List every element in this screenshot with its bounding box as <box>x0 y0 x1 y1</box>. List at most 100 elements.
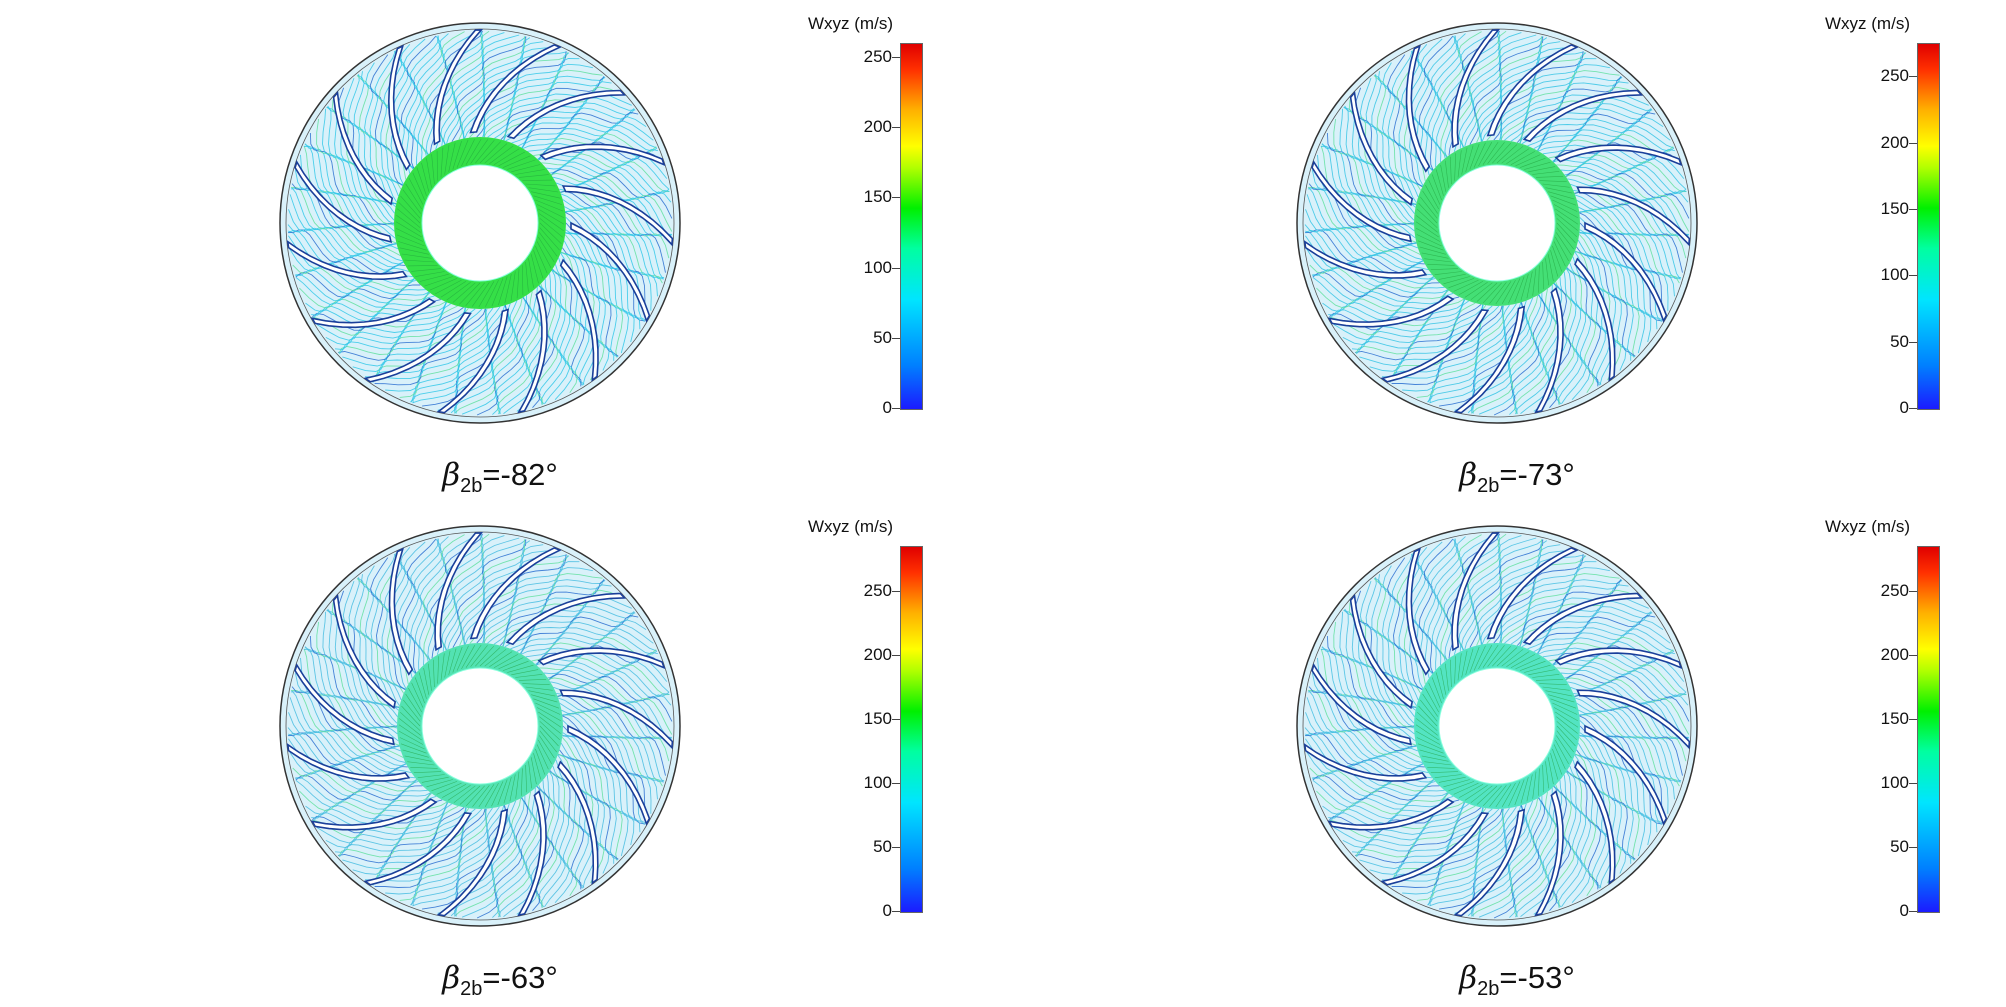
streamline <box>1533 785 1568 915</box>
streamline <box>1365 74 1417 203</box>
streamline <box>1493 797 1545 919</box>
streamline <box>1510 75 1622 142</box>
streamline <box>522 125 657 149</box>
streamline <box>558 753 605 884</box>
inlet-streamline <box>1550 698 1577 709</box>
inlet-streamline <box>1514 779 1525 806</box>
streamline <box>289 697 407 767</box>
streamline <box>483 561 580 644</box>
streamline <box>1574 697 1681 783</box>
impeller-blade <box>1584 724 1668 826</box>
inlet-streamline <box>533 753 542 780</box>
streamline <box>348 577 400 706</box>
inlet-streamline <box>1532 171 1560 175</box>
inlet-streamline <box>535 199 564 212</box>
inlet-streamline <box>528 690 556 697</box>
inlet-streamline <box>1416 234 1442 247</box>
colorbar-tick-mark <box>892 408 900 409</box>
streamline <box>522 116 647 149</box>
inlet-streamline <box>516 268 520 299</box>
streamline <box>1578 234 1640 358</box>
inlet-streamline <box>461 139 475 167</box>
streamline <box>1355 304 1482 361</box>
impeller-blade <box>310 297 437 329</box>
colorbar-tick-label: 50 <box>873 327 892 347</box>
impeller-blade <box>310 798 438 831</box>
blades <box>286 532 674 917</box>
inlet-streamline <box>1419 749 1446 758</box>
streamline <box>1565 669 1689 706</box>
impeller-blade <box>1534 286 1564 414</box>
streamline <box>1458 32 1522 148</box>
inlet-streamline <box>1501 146 1524 164</box>
streamline <box>1538 125 1674 152</box>
inlet-streamline <box>1535 679 1564 681</box>
streamline <box>287 224 404 271</box>
streamline <box>1387 54 1423 188</box>
impeller-blade <box>1576 689 1691 750</box>
inlet-streamline <box>539 716 561 734</box>
inlet-streamline <box>1431 174 1442 201</box>
inlet-streamline <box>1482 644 1499 668</box>
inlet-streamline <box>452 282 476 303</box>
inlet-streamline <box>493 654 518 668</box>
streamline <box>1308 186 1423 260</box>
streamline <box>289 751 418 790</box>
inlet-streamline <box>1434 271 1462 275</box>
inlet-streamline <box>465 138 482 165</box>
streamline <box>461 41 544 139</box>
impeller-blade <box>1405 44 1431 173</box>
inlet-streamline <box>525 183 556 187</box>
streamline <box>1579 210 1669 311</box>
inlet-streamline <box>1555 208 1579 225</box>
blades <box>1303 29 1691 414</box>
impeller-blade <box>517 289 548 414</box>
colorbar-tick-mark <box>1909 718 1917 720</box>
inlet-streamline <box>1470 785 1493 803</box>
inlet-streamline <box>459 785 481 805</box>
inlet-streamline <box>1448 278 1475 289</box>
impeller-blade <box>387 44 411 172</box>
inlet-streamline <box>1542 261 1544 290</box>
streamline <box>294 673 400 750</box>
streamline <box>1461 34 1537 148</box>
inlet-streamline <box>436 150 438 181</box>
colorbar-tick-label: 100 <box>863 257 892 277</box>
velocity-colorbar <box>1917 546 1940 913</box>
inlet-streamline <box>1424 761 1452 766</box>
streamline <box>1533 108 1652 149</box>
streamline <box>565 232 635 343</box>
inlet-streamline <box>396 234 425 247</box>
inlet-streamline <box>1550 753 1559 780</box>
inlet-streamline <box>510 271 516 302</box>
inlet-streamline <box>1532 771 1537 799</box>
colorbar-tick-label: 250 <box>1880 580 1909 600</box>
inlet-streamline <box>530 254 539 284</box>
streamline <box>342 77 397 205</box>
inlet-streamline <box>484 143 508 164</box>
inlet-streamline <box>1508 278 1521 304</box>
inlet-streamline <box>536 204 564 218</box>
streamline <box>1429 302 1522 404</box>
inlet-streamline <box>399 247 429 255</box>
streamline <box>1515 787 1560 918</box>
inlet-streamlines <box>1415 141 1579 305</box>
streamline <box>1316 287 1449 312</box>
streamline <box>557 754 610 874</box>
inlet-streamline <box>1427 264 1455 266</box>
colorbar-tick-mark <box>1909 846 1917 848</box>
streamline <box>1365 577 1417 706</box>
streamline <box>1355 807 1482 864</box>
inlet-streamline <box>470 139 489 164</box>
inlet-streamline <box>1427 767 1455 769</box>
streamline <box>385 808 487 895</box>
inlet-streamline <box>408 177 424 205</box>
inlet-streamline <box>1496 647 1518 667</box>
impeller-blade <box>559 258 599 382</box>
inlet-streamlines <box>395 138 565 308</box>
impeller-blade <box>1349 90 1414 207</box>
streamline <box>326 107 395 214</box>
inlet-streamline <box>538 711 562 728</box>
streamline <box>521 120 654 149</box>
impeller-blade <box>561 185 674 247</box>
